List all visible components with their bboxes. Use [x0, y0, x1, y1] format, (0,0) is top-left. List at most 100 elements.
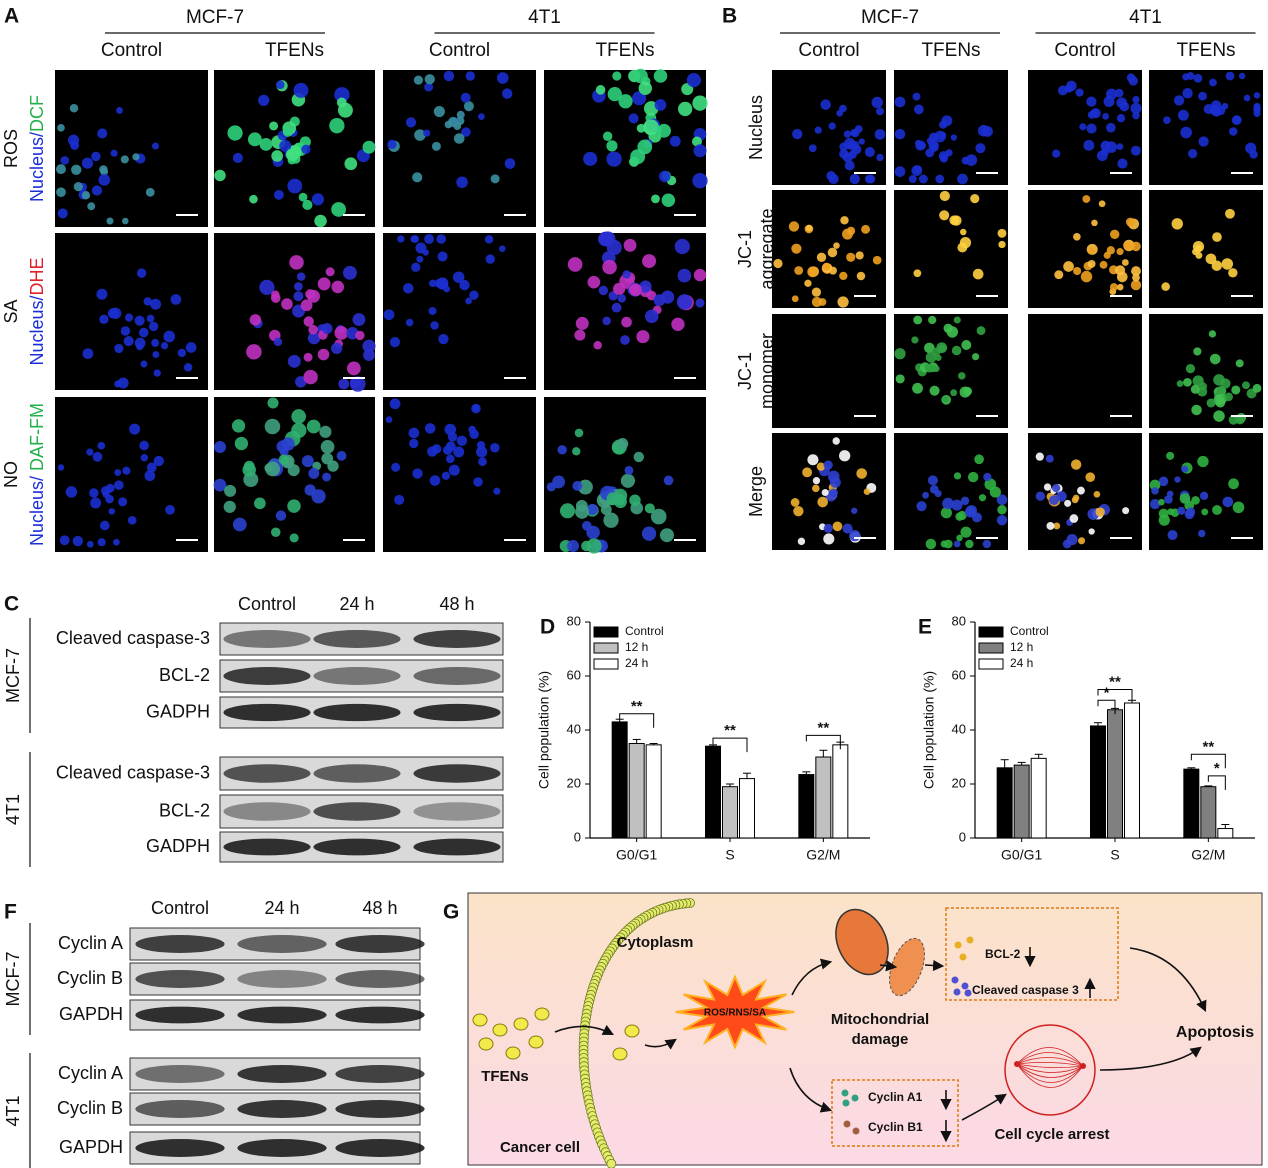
tfens-label: TFENs	[481, 1068, 529, 1085]
cell	[807, 266, 819, 278]
cell	[794, 266, 804, 275]
spindle	[1016, 1062, 1084, 1067]
cell	[57, 464, 65, 471]
cell	[145, 187, 155, 197]
cell	[1116, 143, 1124, 151]
blot-band	[335, 1065, 425, 1083]
cell	[951, 499, 963, 511]
cell	[612, 71, 622, 81]
cell	[311, 193, 324, 206]
cell	[1105, 88, 1118, 100]
blot-band	[237, 935, 327, 953]
caspase-label: Cleaved caspase 3	[972, 983, 1079, 997]
significance-label: *	[1104, 684, 1110, 701]
cell	[485, 254, 495, 264]
cell	[385, 416, 393, 423]
cell	[389, 336, 401, 348]
blot-band	[313, 667, 401, 685]
significance-label: **	[1202, 738, 1214, 755]
cell	[105, 483, 115, 493]
cell	[391, 462, 401, 472]
cell	[346, 361, 361, 376]
blot-band	[413, 838, 501, 856]
spindle	[1016, 1052, 1084, 1067]
cell	[1130, 102, 1142, 114]
band-label: GAPDH	[59, 1137, 123, 1157]
band-label: BCL-2	[159, 665, 210, 685]
cell	[258, 94, 270, 107]
cell	[331, 202, 347, 217]
row-label: Nucleus	[746, 95, 766, 160]
band-label: Cyclin A	[58, 933, 123, 953]
cell	[389, 398, 401, 410]
cell	[72, 535, 84, 547]
cell	[638, 81, 653, 95]
y-axis-label: Cell population (%)	[536, 671, 552, 789]
cell	[478, 457, 487, 467]
cell	[140, 360, 148, 368]
cell	[851, 141, 860, 149]
cell	[791, 295, 799, 303]
micrograph	[55, 397, 208, 552]
y-tick-label: 40	[567, 721, 581, 736]
cell	[965, 154, 978, 166]
cell	[108, 508, 116, 515]
cell	[414, 129, 426, 141]
row-label: NO	[1, 461, 21, 488]
cell	[134, 315, 145, 326]
cell	[976, 326, 986, 335]
cell	[950, 134, 958, 141]
nanoparticle	[492, 1023, 508, 1037]
cell	[1054, 270, 1064, 280]
cell	[410, 235, 418, 243]
cell	[598, 285, 609, 296]
cell	[950, 389, 958, 397]
centrosome	[1080, 1063, 1086, 1069]
cell	[1209, 78, 1217, 87]
cell	[659, 528, 674, 543]
cell	[214, 440, 226, 453]
arrow	[924, 959, 945, 972]
cell	[214, 169, 226, 182]
cell	[1249, 150, 1258, 159]
significance-label: **	[631, 698, 643, 715]
cell	[1114, 88, 1124, 98]
cell	[861, 224, 871, 234]
arrow	[879, 960, 898, 972]
cell	[607, 87, 622, 102]
cell	[279, 139, 292, 152]
cell	[412, 172, 423, 183]
cell	[871, 96, 883, 109]
cell	[1078, 537, 1086, 545]
cell	[249, 314, 262, 326]
group-header: MCF-7	[861, 7, 919, 28]
cell	[456, 110, 465, 119]
cell	[1100, 140, 1111, 152]
cell	[1073, 232, 1081, 241]
cell	[606, 492, 620, 506]
cell	[839, 271, 848, 281]
row-label: JC-1	[735, 230, 755, 268]
cell	[603, 512, 619, 528]
cell	[87, 202, 96, 211]
cell	[1209, 353, 1221, 365]
cell	[942, 395, 949, 403]
condition-label: Control	[101, 40, 162, 61]
lane-header: 24 h	[264, 898, 299, 918]
cell	[1183, 377, 1192, 387]
cell	[933, 365, 940, 373]
cell	[816, 462, 826, 471]
cell	[632, 91, 647, 106]
cell	[165, 505, 175, 515]
cell	[273, 337, 283, 347]
cell	[676, 294, 693, 310]
cell	[963, 387, 973, 396]
cell	[281, 298, 293, 310]
cell	[970, 194, 980, 204]
cell	[1176, 380, 1184, 388]
cell	[949, 215, 960, 226]
cell	[808, 144, 817, 153]
cell	[319, 425, 332, 438]
cell	[1206, 398, 1216, 408]
